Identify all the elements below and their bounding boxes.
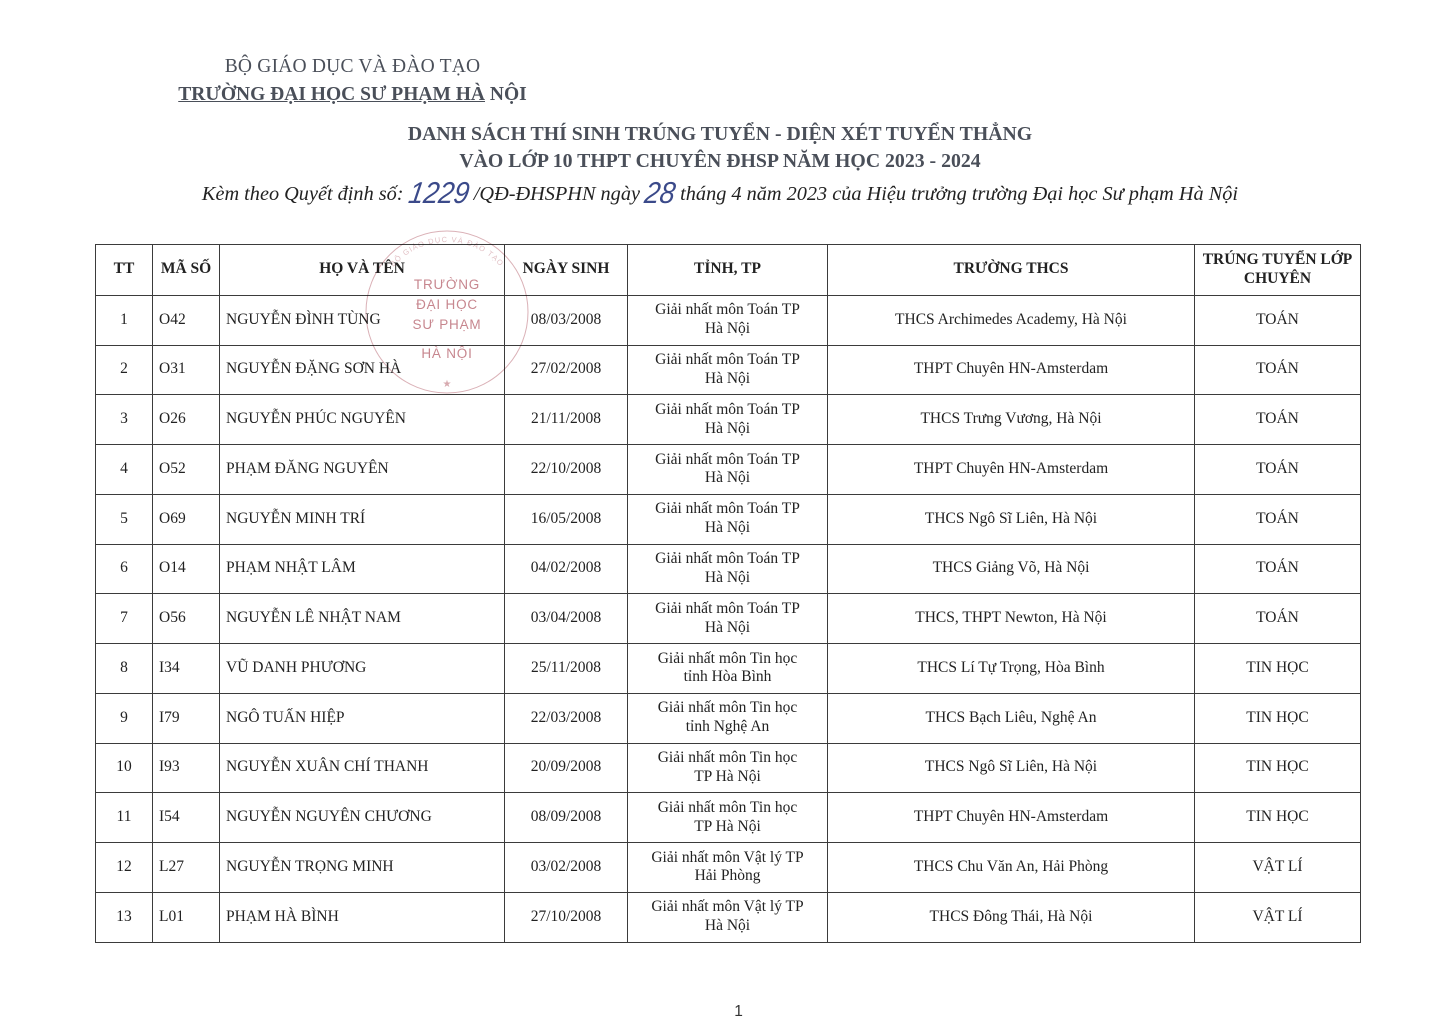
svg-text:BỘ GIÁO DỤC VÀ ĐÀO TẠO: BỘ GIÁO DỤC VÀ ĐÀO TẠO: [388, 235, 506, 268]
svg-text:HÀ NỘI: HÀ NỘI: [421, 346, 472, 361]
svg-text:TRƯỜNG: TRƯỜNG: [414, 277, 480, 292]
svg-text:★: ★: [443, 379, 452, 390]
svg-text:ĐẠI HỌC: ĐẠI HỌC: [416, 297, 478, 312]
svg-text:SƯ PHẠM: SƯ PHẠM: [413, 317, 482, 332]
